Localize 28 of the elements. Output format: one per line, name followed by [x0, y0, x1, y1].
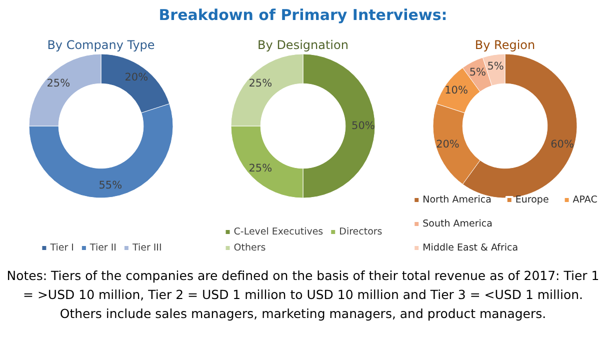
legend-label: APAC	[572, 194, 598, 206]
text: Others include sales managers, marketing managers, and product managers.	[58, 305, 548, 323]
data-label: 5%	[487, 60, 504, 73]
legend-label: Tier III	[131, 242, 162, 254]
data-label: 20%	[124, 71, 148, 84]
legend-label: Tier I	[49, 242, 74, 254]
data-label: 10%	[444, 84, 468, 97]
data-label: 25%	[46, 77, 70, 90]
legend-label: Tier II	[88, 242, 116, 254]
chart-title: By Company Type	[47, 38, 155, 52]
data-label: 20%	[436, 138, 460, 151]
chart-title: By Designation	[258, 38, 348, 52]
data-label: 55%	[98, 179, 122, 192]
data-label: 5%	[469, 66, 486, 78]
legend-label: C-Level Executives	[234, 226, 324, 238]
data-label: 25%	[248, 162, 272, 175]
legend-label: South America	[422, 218, 492, 230]
data-label: 50%	[352, 120, 375, 132]
text: Notes: Tiers of the companies are defined on the basis of their total revenue as of 2017: Tier 1 = >USD 10 million, Tier 2 = USD 1 million to USD 10 million and Tier 3 = <USD 1 million.	[6, 267, 600, 304]
legend-label: Europe	[515, 194, 549, 206]
text: Breakdown of Primary Interviews:	[158, 5, 448, 26]
legend-label: Middle East & Africa	[422, 242, 518, 254]
chart-title: By Region	[474, 38, 536, 52]
data-label: 25%	[248, 77, 272, 90]
legend-label: Directors	[339, 226, 382, 238]
legend-label: North America	[422, 194, 492, 206]
legend-label: Others	[234, 242, 266, 254]
data-label: 60%	[550, 138, 574, 151]
